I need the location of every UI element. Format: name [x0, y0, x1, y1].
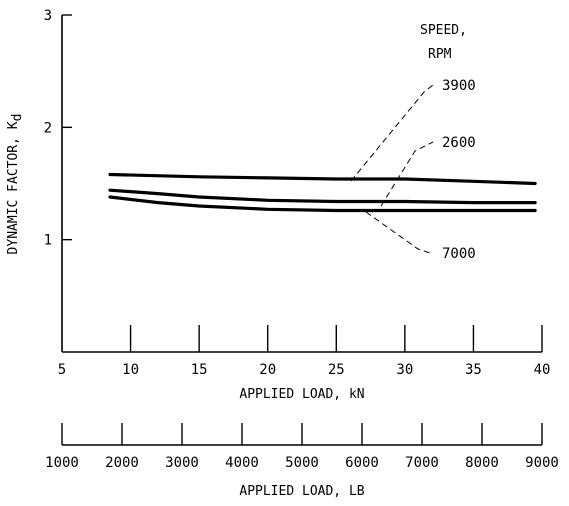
y-tick-label: 1	[44, 233, 52, 249]
x-tick-label: 20	[259, 362, 276, 378]
x2-axis-label: APPLIED LOAD, LB	[239, 484, 364, 499]
series-label-3900: 3900	[442, 78, 476, 94]
series-label-2600: 2600	[442, 135, 476, 151]
x2-tick-group: 1000 2000 3000 4000 5000 6000 7000 8000 9000	[45, 423, 559, 471]
series-group	[108, 172, 537, 213]
y-tick-label: 2	[44, 120, 52, 136]
y-axis-label-subscript: d	[10, 114, 25, 122]
x-axis-label: APPLIED LOAD, kN	[239, 387, 364, 402]
legend: SPEED, RPM	[420, 23, 467, 62]
series-line-7000	[108, 195, 537, 213]
x-tick-label: 25	[328, 362, 345, 378]
leader-line-2600	[380, 141, 434, 207]
series-label-7000: 7000	[442, 246, 476, 262]
x2-tick-label: 6000	[345, 455, 379, 471]
x-tick-group: 5 10 15 20 25 30 35 40	[58, 325, 551, 378]
leader-line-7000	[365, 211, 434, 255]
x2-tick-label: 1000	[45, 455, 79, 471]
x2-tick-label: 8000	[465, 455, 499, 471]
x-tick-label: 40	[534, 362, 551, 378]
series-line-2600	[108, 188, 537, 205]
y-axis-label-main: DYNAMIC FACTOR, K	[6, 121, 21, 254]
x2-tick-label: 5000	[285, 455, 319, 471]
y-axis-label: DYNAMIC FACTOR, Kd	[6, 114, 25, 255]
leader-line-group: 3900 2600 7000	[350, 78, 476, 262]
x2-tick-label: 3000	[165, 455, 199, 471]
series-line-3900	[108, 172, 537, 186]
legend-title-line-2: RPM	[428, 47, 452, 62]
y-tick-label: 3	[44, 8, 52, 24]
x-tick-label: 15	[191, 362, 208, 378]
x2-tick-label: 9000	[525, 455, 559, 471]
x2-tick-label: 4000	[225, 455, 259, 471]
x2-tick-label: 2000	[105, 455, 139, 471]
x-tick-label: 30	[396, 362, 413, 378]
leader-line-3900	[350, 84, 434, 182]
legend-title-line-1: SPEED,	[420, 23, 467, 38]
x-tick-label: 10	[122, 362, 139, 378]
y-tick-group: 1 2 3	[44, 8, 72, 249]
x-tick-label: 35	[465, 362, 482, 378]
x2-tick-label: 7000	[405, 455, 439, 471]
x-tick-label: 5	[58, 362, 66, 378]
